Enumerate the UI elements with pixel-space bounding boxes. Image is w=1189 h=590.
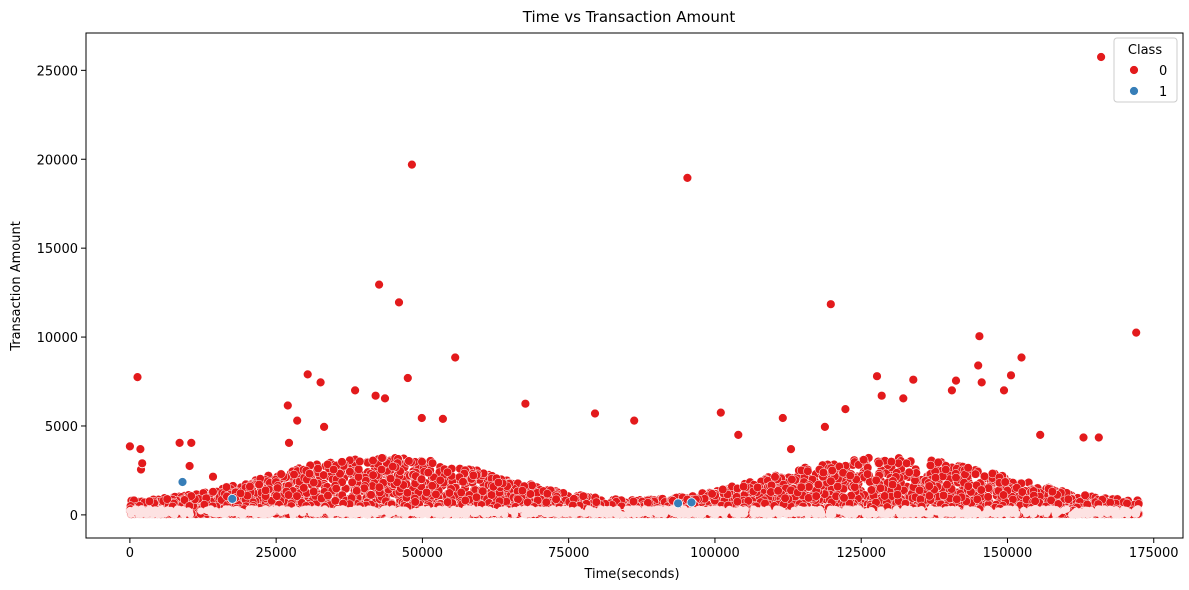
- dense-point: [859, 455, 869, 465]
- dense-point: [144, 496, 155, 506]
- dense-point: [827, 465, 837, 476]
- dense-point: [273, 483, 283, 493]
- dense-point: [221, 482, 232, 492]
- dense-point: [410, 497, 420, 507]
- dense-point: [513, 494, 523, 504]
- dense-point: [386, 474, 396, 484]
- dense-point: [979, 471, 990, 481]
- dense-point: [330, 496, 340, 506]
- dense-point: [402, 488, 412, 498]
- dense-point: [353, 472, 364, 482]
- dense-point: [888, 480, 898, 490]
- dense-point: [541, 497, 551, 507]
- dense-point: [925, 460, 936, 470]
- dense-point: [998, 490, 1009, 500]
- dense-point: [427, 458, 438, 468]
- dense-point: [833, 482, 843, 492]
- dense-point: [366, 490, 376, 500]
- dense-point: [818, 468, 828, 478]
- dense-point: [374, 482, 384, 492]
- dense-point: [309, 477, 319, 488]
- dense-point: [902, 458, 912, 468]
- dense-point: [933, 457, 943, 467]
- dense-point: [1080, 490, 1090, 500]
- dense-point: [245, 482, 255, 492]
- dense-point: [368, 470, 378, 480]
- dense-point: [876, 483, 886, 493]
- dense-point: [773, 486, 783, 496]
- dense-point: [942, 480, 952, 490]
- dense-point: [787, 474, 797, 485]
- dense-point: [527, 480, 537, 490]
- dense-point: [1063, 494, 1073, 504]
- dense-point: [337, 457, 347, 467]
- dense-point: [839, 493, 849, 503]
- dense-point: [289, 469, 299, 480]
- dense-point: [417, 457, 427, 467]
- dense-point: [313, 464, 323, 474]
- dense-point: [368, 456, 378, 466]
- dense-point: [525, 489, 535, 499]
- dense-point: [460, 495, 470, 505]
- dense-point: [331, 483, 341, 494]
- dense-point: [931, 473, 941, 483]
- dense-point-cloud: [125, 453, 1144, 519]
- dense-point: [938, 490, 949, 500]
- dense-point: [487, 490, 497, 500]
- dense-point: [276, 469, 286, 479]
- dense-point: [880, 491, 890, 501]
- dense-point: [963, 481, 973, 491]
- dense-point: [208, 487, 218, 497]
- dense-point: [458, 477, 468, 487]
- dense-point: [272, 491, 282, 501]
- dense-point: [892, 490, 903, 500]
- dense-point: [471, 492, 482, 502]
- dense-point: [468, 470, 478, 480]
- dense-point: [804, 482, 814, 492]
- dense-point: [309, 487, 319, 497]
- dense-point: [924, 491, 934, 501]
- dense-point: [456, 487, 466, 498]
- dense-point: [388, 462, 398, 472]
- dense-point: [924, 481, 934, 491]
- dense-point: [970, 469, 981, 479]
- dense-point: [904, 467, 914, 477]
- dense-point: [443, 497, 453, 507]
- dense-point: [951, 473, 961, 483]
- dense-point: [423, 468, 433, 478]
- dense-point: [404, 456, 414, 466]
- dense-point: [578, 491, 588, 501]
- dense-point: [983, 492, 993, 502]
- dense-point: [915, 485, 925, 495]
- dense-point: [850, 482, 860, 492]
- chart-title: Time vs Transaction Amount: [522, 8, 736, 26]
- dense-point: [376, 465, 387, 475]
- dense-point: [770, 472, 780, 482]
